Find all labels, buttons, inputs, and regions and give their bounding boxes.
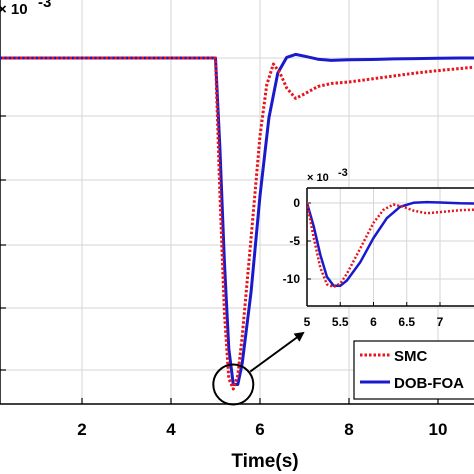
inset-y-ticks: 0 -5 -10 bbox=[283, 196, 311, 286]
main-x-tick-label: 10 bbox=[429, 420, 448, 439]
zoom-circle bbox=[212, 363, 255, 406]
inset-series bbox=[307, 200, 474, 289]
inset-x-tick-label: 5 bbox=[304, 315, 311, 329]
inset-x-ticks: 5 5.5 6 6.5 7 bbox=[304, 302, 444, 329]
main-x-tick-label: 4 bbox=[166, 420, 176, 439]
inset-x-tick-label: 6 bbox=[370, 315, 377, 329]
zoom-annotation bbox=[212, 331, 305, 406]
main-multiplier-label: × 10 bbox=[0, 1, 28, 18]
inset-y-tick-label: 0 bbox=[293, 196, 300, 210]
inset-plot: 5 5.5 6 6.5 7 0 -5 -10 × 10 -3 bbox=[283, 167, 474, 329]
inset-x-tick-label: 5.5 bbox=[332, 315, 349, 329]
main-x-ticks: 2 4 6 8 10 bbox=[0, 57, 448, 439]
legend-label-dob-foa: DOB-FOA bbox=[394, 375, 464, 392]
inset-y-tick-label: -10 bbox=[283, 272, 301, 286]
main-multiplier-exponent: -3 bbox=[38, 0, 51, 11]
legend: SMC DOB-FOA bbox=[353, 340, 474, 400]
main-x-tick-label: 2 bbox=[77, 420, 86, 439]
main-x-tick-label: 6 bbox=[255, 420, 264, 439]
legend-label-smc: SMC bbox=[394, 348, 428, 365]
inset-y-tick-label: -5 bbox=[289, 234, 300, 248]
x-axis-label: Time(s) bbox=[231, 451, 298, 472]
main-series bbox=[0, 52, 474, 391]
inset-multiplier-label: × 10 bbox=[307, 172, 329, 184]
inset-x-tick-label: 7 bbox=[437, 315, 444, 329]
main-x-tick-label: 8 bbox=[344, 420, 353, 439]
inset-series-line-smc bbox=[307, 201, 474, 289]
series-line-dob-foa bbox=[0, 52, 474, 386]
inset-multiplier-exponent: -3 bbox=[338, 167, 348, 179]
zoom-arrow bbox=[249, 331, 305, 373]
inset-x-tick-label: 6.5 bbox=[398, 315, 415, 329]
legend-box bbox=[353, 340, 474, 400]
inset-series-line-dob-foa bbox=[307, 200, 474, 288]
